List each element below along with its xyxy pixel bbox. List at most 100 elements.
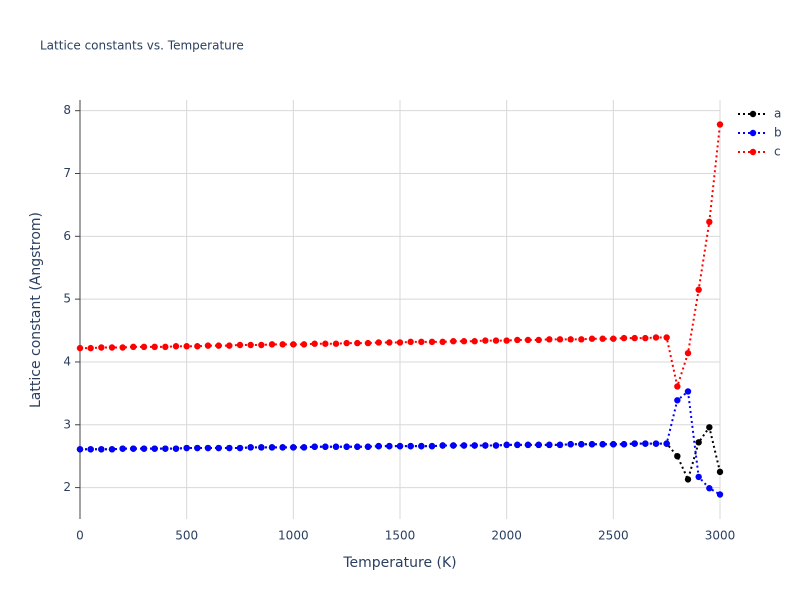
data-point	[684, 388, 692, 395]
legend-marker	[749, 148, 757, 156]
legend-label: a	[774, 107, 781, 121]
data-point	[108, 446, 116, 453]
data-point	[172, 445, 180, 452]
data-point	[375, 339, 382, 346]
data-point	[535, 441, 542, 449]
data-point	[204, 342, 212, 349]
data-point	[140, 445, 148, 452]
data-point	[322, 340, 329, 347]
data-point	[428, 442, 436, 450]
data-point	[247, 444, 254, 451]
data-point	[546, 441, 553, 449]
data-point	[588, 441, 596, 448]
data-point	[684, 349, 692, 357]
data-point	[268, 341, 276, 348]
y-axis-title: Lattice constant (Angstrom)	[28, 212, 44, 408]
data-point	[471, 338, 478, 345]
x-axis-title: Temperature (K)	[342, 555, 456, 571]
data-point	[332, 443, 340, 450]
data-point	[610, 441, 617, 448]
data-point	[684, 476, 692, 483]
data-point	[524, 336, 532, 344]
x-tick-label: 2000	[491, 529, 522, 543]
data-point	[663, 334, 670, 341]
data-point	[428, 338, 436, 346]
y-tick-label: 6	[63, 229, 71, 243]
legend-marker	[749, 129, 757, 137]
y-tick-label: 5	[63, 292, 71, 306]
x-tick-label: 500	[175, 529, 198, 543]
data-point	[492, 442, 500, 449]
data-point	[471, 442, 478, 449]
data-point	[300, 341, 308, 348]
data-point	[610, 335, 617, 342]
x-tick-label: 0	[76, 529, 84, 543]
data-point	[535, 336, 542, 344]
x-tick-label: 3000	[705, 529, 736, 543]
data-point	[290, 444, 297, 451]
data-point	[130, 343, 137, 351]
data-point	[695, 286, 702, 293]
data-point	[492, 337, 500, 344]
data-point	[183, 343, 190, 350]
y-tick-label: 4	[63, 354, 71, 368]
data-point	[546, 336, 553, 343]
data-point	[578, 336, 585, 343]
data-point	[364, 339, 372, 347]
data-point	[311, 340, 318, 347]
data-point	[716, 468, 724, 476]
data-point	[450, 338, 457, 345]
data-point	[162, 343, 169, 351]
data-point	[343, 339, 350, 347]
data-point	[375, 442, 382, 450]
data-point	[396, 442, 404, 450]
data-point	[588, 335, 596, 342]
chart-title: Lattice constants vs. Temperature	[40, 39, 244, 53]
data-point	[706, 424, 713, 431]
data-point	[162, 445, 169, 452]
data-point	[599, 335, 606, 342]
data-point	[407, 338, 414, 346]
data-point	[706, 485, 713, 492]
data-point	[98, 446, 105, 453]
x-tick-label: 1500	[385, 529, 416, 543]
data-point	[172, 343, 180, 350]
data-point	[439, 338, 446, 346]
data-point	[247, 341, 254, 349]
data-point	[524, 441, 532, 449]
data-point	[407, 442, 414, 450]
data-point	[194, 444, 201, 452]
data-point	[98, 344, 105, 351]
data-point	[652, 440, 660, 447]
data-point	[322, 443, 329, 450]
data-point	[236, 341, 244, 349]
data-point	[652, 334, 660, 341]
data-point	[631, 334, 638, 342]
data-point	[87, 344, 94, 352]
data-point	[418, 338, 425, 346]
data-point	[642, 334, 649, 342]
data-point	[450, 442, 457, 449]
data-point	[482, 337, 489, 344]
data-point	[386, 339, 393, 346]
data-point	[716, 121, 724, 128]
data-point	[130, 445, 137, 452]
data-point	[503, 337, 510, 344]
data-point	[674, 383, 681, 390]
data-point	[674, 452, 681, 460]
data-point	[567, 441, 574, 448]
data-point	[279, 341, 286, 348]
legend-marker	[749, 110, 757, 118]
y-tick-label: 8	[63, 103, 71, 117]
data-point	[716, 491, 724, 498]
data-point	[514, 336, 521, 344]
data-point	[663, 440, 670, 447]
data-point	[194, 343, 201, 350]
data-point	[482, 442, 489, 449]
legend-label: b	[774, 126, 782, 140]
data-point	[76, 446, 84, 453]
data-point	[556, 441, 564, 449]
data-point	[108, 344, 116, 351]
x-tick-label: 1000	[278, 529, 309, 543]
